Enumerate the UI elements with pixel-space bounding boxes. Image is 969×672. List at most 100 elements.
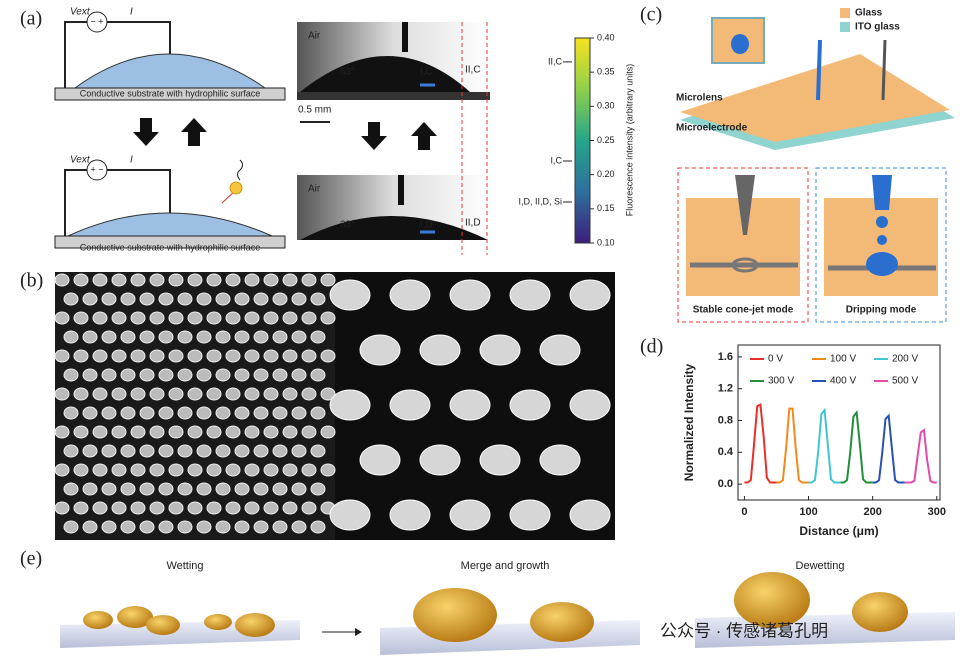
- pillar: [149, 273, 165, 287]
- pillar: [101, 406, 117, 420]
- pillar: [196, 444, 212, 458]
- pillar: [73, 387, 89, 401]
- pillar: [539, 444, 581, 476]
- pillar: [282, 463, 298, 477]
- legend-swatch: [840, 22, 850, 32]
- pillar: [120, 368, 136, 382]
- pillar: [139, 330, 155, 344]
- x-tick-label: 300: [928, 506, 946, 518]
- photos: [297, 22, 591, 255]
- colorbar-tick-label: 0.35: [597, 67, 615, 77]
- pillar: [310, 292, 326, 306]
- line: [808, 407, 841, 484]
- pillar: [149, 349, 165, 363]
- pillar: [187, 463, 203, 477]
- pillar: [329, 499, 371, 531]
- pillar: [111, 501, 127, 515]
- pillar: [310, 520, 326, 534]
- pillar: [272, 444, 288, 458]
- substrate-label: Conductive substrate with hydrophilic su…: [80, 242, 261, 252]
- pillar: [73, 273, 89, 287]
- panel-e-drawing: [60, 572, 955, 655]
- spot-label: I,C: [420, 67, 433, 78]
- pillar: [187, 387, 203, 401]
- pillar: [120, 406, 136, 420]
- pillar: [54, 501, 70, 515]
- pillar: [187, 273, 203, 287]
- pillar: [215, 368, 231, 382]
- callout: Microlens: [676, 93, 723, 104]
- pillar: [82, 406, 98, 420]
- pillar: [73, 311, 89, 325]
- pillar: [92, 311, 108, 325]
- pillar: [449, 279, 491, 311]
- pillar: [63, 482, 79, 496]
- pillar: [82, 444, 98, 458]
- panel-label: (e): [20, 548, 42, 570]
- pillar: [168, 349, 184, 363]
- pillar: [206, 501, 222, 515]
- pillar: [158, 520, 174, 534]
- colorbar-marker: II,C: [548, 56, 563, 66]
- legend-label: 500 V: [892, 376, 918, 387]
- polarity: + −: [90, 164, 103, 174]
- pillar: [63, 292, 79, 306]
- pillar: [111, 311, 127, 325]
- pillar: [54, 273, 70, 287]
- pillar: [63, 520, 79, 534]
- pillar: [244, 387, 260, 401]
- pillar: [272, 520, 288, 534]
- pillar: [130, 425, 146, 439]
- pillar: [130, 463, 146, 477]
- pillar: [301, 273, 317, 287]
- legend-label: 200 V: [892, 354, 918, 365]
- pillar: [234, 520, 250, 534]
- plot-frame: [737, 344, 941, 501]
- mode-label: Stable cone-jet mode: [693, 305, 794, 316]
- pillar: [158, 482, 174, 496]
- pillar: [139, 520, 155, 534]
- pillar: [310, 330, 326, 344]
- pillar: [111, 425, 127, 439]
- pillar: [158, 406, 174, 420]
- x-tick-label: 200: [863, 506, 881, 518]
- pillar: [54, 425, 70, 439]
- pillar: [479, 334, 521, 366]
- colorbar-marker: I,C: [550, 155, 562, 165]
- pillar: [253, 292, 269, 306]
- pillar: [73, 349, 89, 363]
- pillar: [282, 387, 298, 401]
- colorbar-label: Fluorescence intensity (arbitrary units): [624, 64, 634, 217]
- pillar: [320, 387, 336, 401]
- stage-label: Merge and growth: [461, 560, 550, 572]
- legend-label: Glass: [855, 8, 883, 19]
- pillar: [120, 482, 136, 496]
- y-tick-label: 0.0: [718, 478, 733, 490]
- pillar: [310, 368, 326, 382]
- pillar: [149, 501, 165, 515]
- pillar: [54, 349, 70, 363]
- pillar: [139, 292, 155, 306]
- pillar: [234, 330, 250, 344]
- pillar: [101, 444, 117, 458]
- pillar: [206, 349, 222, 363]
- pillar: [187, 349, 203, 363]
- pillar: [263, 349, 279, 363]
- pillar: [120, 444, 136, 458]
- pillar: [215, 406, 231, 420]
- pillar: [244, 349, 260, 363]
- pillar: [244, 425, 260, 439]
- pillar: [139, 368, 155, 382]
- pillar: [82, 368, 98, 382]
- pillar: [187, 501, 203, 515]
- pillar: [73, 425, 89, 439]
- pillar: [111, 349, 127, 363]
- legend-swatch: [840, 8, 850, 18]
- panel-label: (b): [20, 270, 43, 292]
- edge-label: II,D: [465, 218, 481, 229]
- arrows: [133, 118, 437, 150]
- pillar: [187, 311, 203, 325]
- pillar: [282, 425, 298, 439]
- pillar: [111, 273, 127, 287]
- line: [776, 407, 809, 484]
